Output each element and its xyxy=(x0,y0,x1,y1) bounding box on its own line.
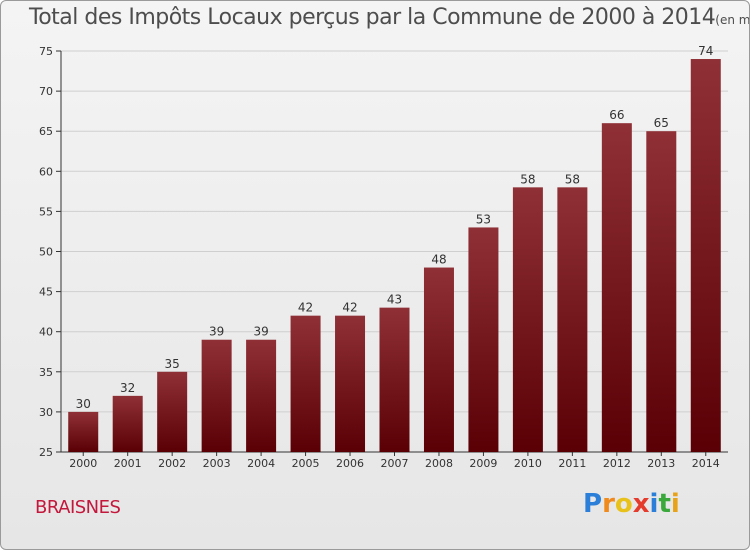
logo-letter: o xyxy=(614,489,633,519)
bar xyxy=(557,187,588,452)
x-tick-label: 2007 xyxy=(381,457,409,470)
y-tick-label: 60 xyxy=(39,165,53,178)
x-tick-label: 2002 xyxy=(158,457,186,470)
data-label: 39 xyxy=(253,325,268,339)
logo-letter: x xyxy=(632,489,650,519)
data-label: 48 xyxy=(431,253,446,267)
logo-letter: P xyxy=(583,489,603,519)
y-tick-label: 70 xyxy=(39,85,53,98)
proxiti-logo: Proxiti xyxy=(583,489,680,519)
data-label: 58 xyxy=(565,172,580,186)
x-tick-label: 2008 xyxy=(425,457,453,470)
chart-unit: (en milliers d'€) xyxy=(715,13,750,27)
x-tick-label: 2012 xyxy=(603,457,631,470)
x-tick-label: 2013 xyxy=(647,457,675,470)
data-label: 35 xyxy=(165,357,180,371)
bar xyxy=(423,267,454,452)
data-label: 53 xyxy=(476,212,491,226)
logo-letter: r xyxy=(602,489,615,519)
commune-name: BRAISNES xyxy=(35,497,121,518)
x-tick-label: 2004 xyxy=(247,457,275,470)
data-label: 74 xyxy=(698,44,713,58)
bar xyxy=(468,227,499,452)
data-label: 43 xyxy=(387,293,402,307)
x-tick-label: 2003 xyxy=(203,457,231,470)
data-label: 42 xyxy=(342,301,357,315)
data-label: 30 xyxy=(76,397,91,411)
x-tick-label: 2009 xyxy=(469,457,497,470)
y-tick-label: 50 xyxy=(39,246,53,259)
bar xyxy=(512,187,543,452)
bar xyxy=(601,123,632,453)
logo-letter: i xyxy=(670,489,680,519)
data-label: 42 xyxy=(298,301,313,315)
y-tick-label: 55 xyxy=(39,205,53,218)
x-tick-label: 2005 xyxy=(292,457,320,470)
x-tick-label: 2001 xyxy=(114,457,142,470)
bar xyxy=(68,411,99,452)
data-label: 39 xyxy=(209,325,224,339)
x-tick-label: 2014 xyxy=(692,457,720,470)
chart-title: Total des Impôts Locaux perçus par la Co… xyxy=(29,5,750,30)
chart-title-text: Total des Impôts Locaux perçus par la Co… xyxy=(29,5,716,30)
y-tick-label: 40 xyxy=(39,326,53,339)
bar xyxy=(335,315,366,452)
bar xyxy=(157,371,188,452)
y-tick-label: 75 xyxy=(39,45,53,58)
y-tick-label: 65 xyxy=(39,125,53,138)
x-tick-label: 2000 xyxy=(69,457,97,470)
x-tick-label: 2011 xyxy=(558,457,586,470)
y-tick-label: 35 xyxy=(39,366,53,379)
y-tick-label: 30 xyxy=(39,406,53,419)
y-tick-label: 25 xyxy=(39,446,53,459)
bar xyxy=(379,307,410,452)
data-label: 65 xyxy=(654,116,669,130)
logo-letter: t xyxy=(658,489,671,519)
x-tick-label: 2010 xyxy=(514,457,542,470)
bar xyxy=(690,59,721,453)
logo-letter: i xyxy=(649,489,659,519)
bar xyxy=(646,131,677,452)
bar xyxy=(112,395,143,452)
bar xyxy=(201,339,232,452)
data-label: 58 xyxy=(520,172,535,186)
data-label: 32 xyxy=(120,381,135,395)
bar xyxy=(246,339,277,452)
data-label: 66 xyxy=(609,108,624,122)
y-tick-label: 45 xyxy=(39,286,53,299)
x-tick-label: 2006 xyxy=(336,457,364,470)
bar xyxy=(290,315,321,452)
